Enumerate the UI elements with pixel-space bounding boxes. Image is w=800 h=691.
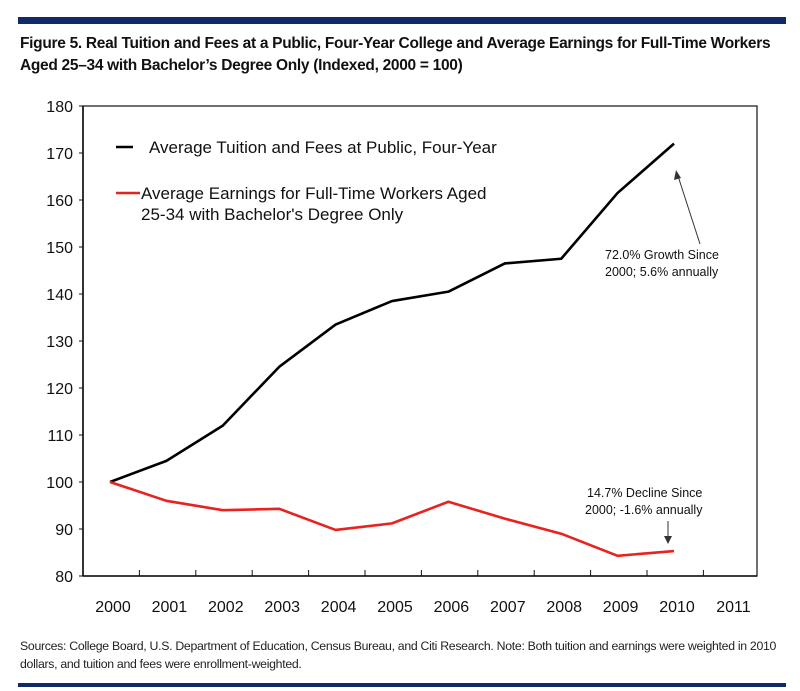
x-tick-label: 2007 <box>490 599 526 616</box>
x-tick-label: 2008 <box>546 599 582 616</box>
x-tick-label: 2010 <box>659 599 695 616</box>
y-tick-label: 90 <box>55 522 73 539</box>
y-tick-label: 160 <box>46 193 73 210</box>
y-tick-label: 100 <box>46 475 73 492</box>
annotation-decline-line2: 2000; -1.6% annually <box>585 503 703 517</box>
x-tick-label: 2004 <box>321 599 357 616</box>
source-note: Sources: College Board, U.S. Department … <box>20 639 777 671</box>
annotation-growth-arrow <box>677 175 701 245</box>
annotation-growth-line1: 72.0% Growth Since <box>605 248 719 262</box>
y-tick-label: 140 <box>46 287 73 304</box>
annotation-growth-line2: 2000; 5.6% annually <box>605 265 719 279</box>
x-tick-label: 2006 <box>434 599 470 616</box>
legend-label-earnings-line2: 25-34 with Bachelor's Degree Only <box>141 205 404 224</box>
y-tick-label: 110 <box>47 428 73 445</box>
y-tick-label: 150 <box>46 240 73 257</box>
legend-label-earnings-line1: Average Earnings for Full-Time Workers A… <box>141 184 487 203</box>
top-rule <box>18 17 786 24</box>
x-tick-label: 2003 <box>264 599 300 616</box>
y-tick-label: 80 <box>55 569 73 586</box>
y-tick-label: 170 <box>46 146 73 163</box>
arrowhead-icon <box>674 170 681 180</box>
x-tick-label: 2002 <box>208 599 244 616</box>
chart-title: Figure 5. Real Tuition and Fees at a Pub… <box>20 35 771 74</box>
x-tick-label: 2005 <box>377 599 413 616</box>
bottom-rule <box>18 683 786 687</box>
x-tick-label: 2001 <box>152 599 188 616</box>
x-tick-label: 2000 <box>95 599 131 616</box>
legend-label-tuition: Average Tuition and Fees at Public, Four… <box>149 138 497 157</box>
arrowhead-icon <box>664 536 672 544</box>
y-tick-label: 130 <box>46 334 73 351</box>
x-tick-label: 2011 <box>716 599 751 616</box>
y-tick-label: 180 <box>46 99 73 116</box>
x-tick-label: 2009 <box>603 599 639 616</box>
annotation-decline-line1: 14.7% Decline Since <box>587 486 702 500</box>
y-tick-label: 120 <box>46 381 73 398</box>
